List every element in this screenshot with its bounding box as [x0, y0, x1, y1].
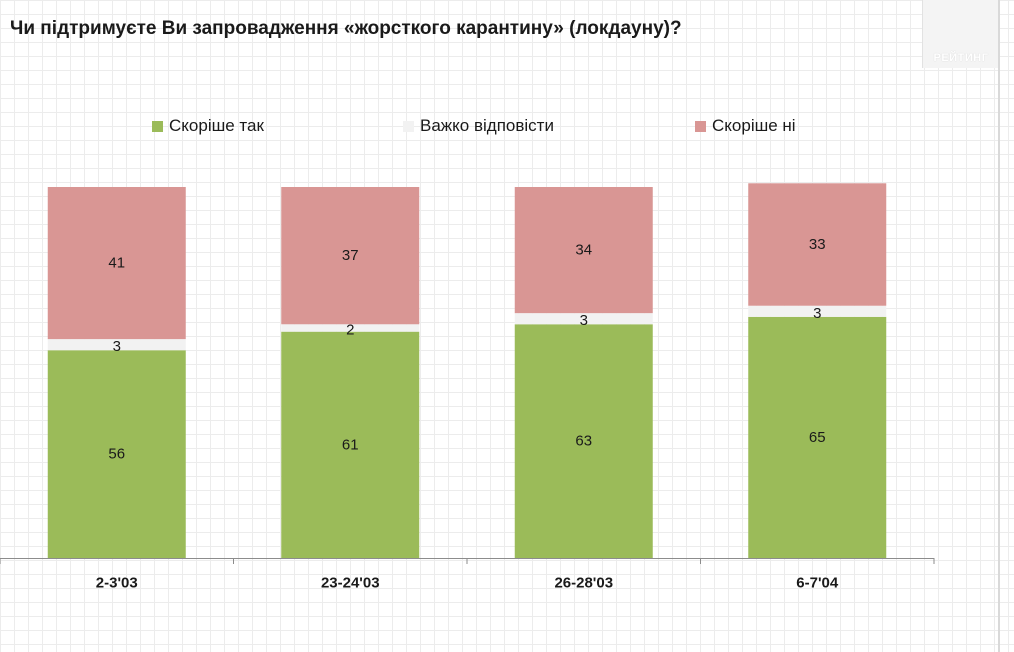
legend-label-hard: Важко відповісти: [420, 116, 554, 135]
x-tick-label-2: 26-28'03: [554, 575, 613, 592]
rating-logo-text: РЕЙТИНГ: [933, 52, 989, 64]
data-label-no-3: 33: [809, 236, 826, 253]
legend-swatch-no: [695, 120, 706, 132]
data-label-hard-1: 2: [346, 321, 354, 338]
bar-no-0: [47, 187, 186, 340]
bar-yes-1: [281, 331, 420, 558]
data-label-yes-0: 56: [108, 446, 125, 463]
legend-swatch-hard: [403, 120, 414, 132]
legend-item-no: Скоріше ні: [695, 116, 796, 136]
chart-title: Чи підтримуєте Ви запровадження «жорстко…: [10, 18, 682, 39]
legend-label-yes: Скоріше так: [169, 116, 264, 135]
data-label-yes-2: 63: [575, 433, 592, 450]
data-label-no-2: 34: [575, 242, 592, 259]
data-label-yes-3: 65: [809, 429, 826, 446]
bar-yes-0: [47, 350, 186, 558]
chart-legend: Скоріше так Важко відповісти Скоріше ні: [0, 116, 1014, 138]
bar-hard-1: [281, 324, 420, 332]
x-tick-label-3: 6-7'04: [796, 575, 839, 592]
x-tick-label-1: 23-24'03: [321, 575, 380, 592]
legend-item-hard: Важко відповісти: [403, 116, 554, 136]
bar-hard-2: [514, 313, 653, 325]
data-label-hard-3: 3: [813, 305, 821, 322]
data-label-hard-0: 3: [113, 338, 121, 355]
bar-hard-3: [748, 305, 887, 317]
legend-swatch-yes: [152, 120, 163, 132]
data-label-no-0: 41: [108, 255, 125, 272]
right-border: [998, 0, 1000, 652]
data-label-yes-1: 61: [342, 436, 359, 453]
bar-no-1: [281, 187, 420, 325]
bar-yes-2: [514, 324, 653, 558]
bar-hard-0: [47, 339, 186, 351]
rating-logo: РЕЙТИНГ: [922, 0, 999, 68]
bar-no-2: [514, 187, 653, 314]
x-tick-label-0: 2-3'03: [96, 575, 138, 592]
bar-yes-3: [748, 316, 887, 558]
legend-item-yes: Скоріше так: [152, 116, 264, 136]
data-label-hard-2: 3: [580, 312, 588, 329]
bar-no-3: [748, 183, 887, 306]
data-label-no-1: 37: [342, 247, 359, 264]
legend-label-no: Скоріше ні: [712, 116, 796, 135]
